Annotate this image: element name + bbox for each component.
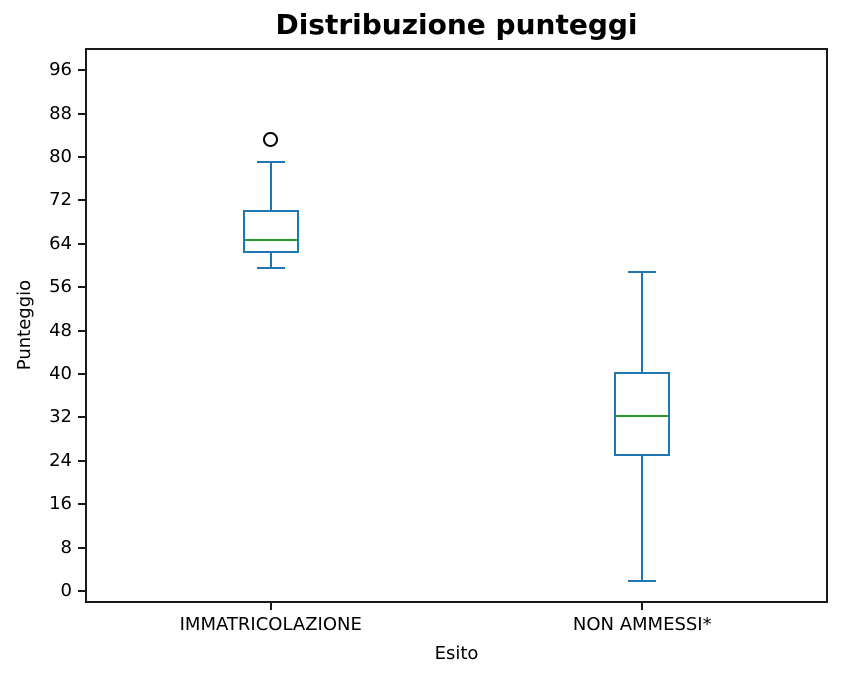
y-tick-mark [78, 199, 85, 202]
y-tick-label: 0 [60, 580, 72, 602]
whisker-line-lower [269, 253, 272, 269]
y-tick-label: 40 [49, 363, 72, 385]
y-tick-label: 56 [49, 276, 72, 298]
box-rect [614, 371, 671, 456]
y-tick-label: 96 [49, 59, 72, 81]
whisker-cap-upper [256, 161, 285, 164]
box-rect [242, 210, 299, 254]
y-tick-label: 80 [49, 146, 72, 168]
y-tick-label: 72 [49, 189, 72, 211]
y-tick-label: 88 [49, 102, 72, 124]
y-tick-label: 24 [49, 449, 72, 471]
y-tick-mark [78, 242, 85, 245]
whisker-line-upper [269, 162, 272, 211]
y-tick-label: 32 [49, 406, 72, 428]
x-tick-label: NON AMMESSI* [572, 614, 712, 635]
chart-title: Distribuzione punteggi [275, 8, 638, 41]
outlier-marker [263, 132, 279, 148]
y-tick-mark [78, 69, 85, 72]
y-tick-mark [78, 329, 85, 332]
x-tick-label: IMMATRICOLAZIONE [179, 614, 362, 635]
whisker-line-lower [641, 455, 644, 581]
whisker-cap-upper [628, 270, 657, 273]
y-tick-mark [78, 416, 85, 419]
y-tick-mark [78, 156, 85, 159]
y-tick-mark [78, 503, 85, 506]
y-tick-mark [78, 112, 85, 115]
y-tick-label: 64 [49, 232, 72, 254]
y-tick-label: 48 [49, 319, 72, 341]
y-tick-label: 16 [49, 493, 72, 515]
whisker-cap-lower [628, 579, 657, 582]
y-tick-mark [78, 459, 85, 462]
x-tick-mark [269, 603, 272, 610]
y-tick-mark [78, 546, 85, 549]
y-tick-mark [78, 286, 85, 289]
whisker-line-upper [641, 271, 644, 372]
median-line [616, 414, 669, 417]
x-tick-mark [641, 603, 644, 610]
whisker-cap-lower [256, 267, 285, 270]
y-tick-mark [78, 590, 85, 593]
plot-area [85, 48, 828, 603]
y-tick-label: 8 [60, 536, 72, 558]
y-tick-mark [78, 373, 85, 376]
x-axis-label: Esito [434, 643, 479, 664]
median-line [244, 239, 297, 242]
